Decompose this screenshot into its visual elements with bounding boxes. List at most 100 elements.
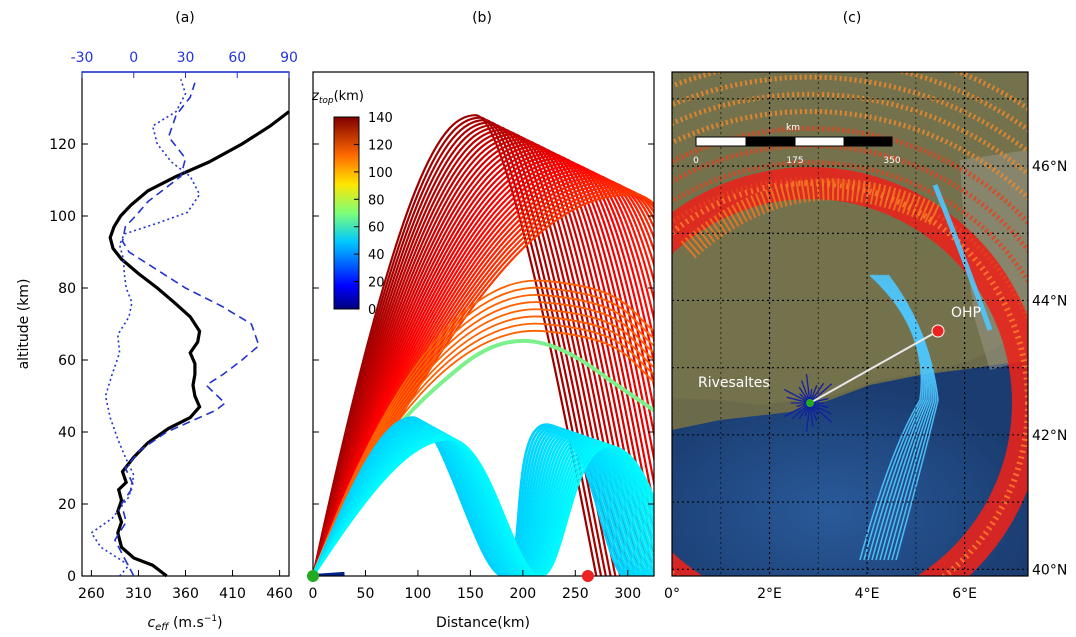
a-series-dotted [90,78,201,577]
colorbar-tick-label: 0 [368,303,376,318]
a-xtick-label: 360 [172,586,199,602]
rivesaltes-label: Rivesaltes [698,375,770,391]
path-line [809,330,939,404]
b-xtick-label: 200 [509,586,536,602]
scalebar-seg-2 [745,136,796,147]
a-ytick-label: 40 [58,425,76,441]
cyan-arc [885,274,937,561]
b-ray-stratospheric [313,133,636,576]
b-ray-orange [313,294,654,576]
a-top-tick-label: 30 [177,50,195,66]
a-xtick-label: 460 [266,586,293,602]
b-ray-tropospheric [313,422,642,576]
panel-b-frame [312,71,655,577]
source-ray [784,388,811,404]
b-ray-stratospheric [313,193,654,576]
scalebar: km 0 175 350 [693,123,901,166]
b-ray-stratospheric [313,123,617,576]
a-top-tick-label: 0 [129,50,138,66]
a-top-tick-label: -30 [71,50,94,66]
source-ray [805,402,811,432]
b-ray-stratospheric [313,152,654,576]
b-ray-stratospheric [313,150,654,576]
outer-ring [672,167,1028,576]
b-ray-stratospheric [313,140,650,576]
upper-arc [672,74,1028,155]
b-xtick-label: 100 [405,586,432,602]
cyan-arc [887,274,939,561]
cyan-arc [879,274,931,561]
colorbar-bar [333,116,360,310]
b-xtick-label: 150 [457,586,484,602]
scalebar-seg-4 [843,136,893,147]
lon-tick-label: 4°E [855,586,880,602]
panel-c-ticks: 0° 2°E 4°E 6°E 40°N 42°N 44°N 46°N [664,159,1067,602]
panel-label-a: (a) [175,10,195,26]
colorbar-tick-label: 80 [368,193,385,208]
cyan-arc [859,274,923,561]
b-ray-stratospheric [313,116,603,576]
b-ray-stratospheric [313,164,654,576]
rivesaltes-marker [806,399,814,407]
panel-a: 260 310 360 410 460 0 20 40 60 80 100 120 -30 0 30 60 90… [16,50,298,633]
receiver-marker [581,570,594,582]
panel-b-ticks: 0 50 100 150 200 250 300 [307,71,654,602]
b-ray-stratospheric [313,135,641,576]
b-ray-orange [313,286,654,576]
a-xtick-label: 410 [219,586,246,602]
panel-label-b: (b) [472,10,492,26]
panel-c-frame [671,71,1029,577]
b-ray-stratospheric [313,186,654,576]
cyan-arc-north [932,184,993,331]
cyan-arc [867,274,926,561]
b-ray-tropospheric [313,425,651,576]
colorbar-title: ztop(km) [311,89,364,106]
ohp-label: OHP [951,305,981,321]
b-ray-stratospheric [313,154,654,576]
source-ray [784,402,811,418]
source-ray [809,382,825,404]
source-ray [805,374,811,404]
b-ray-tropospheric [313,424,648,576]
b-ray-stratospheric [313,130,631,576]
a-ytick-label: 0 [67,569,76,585]
b-ray-stratospheric [313,128,626,576]
scalebar-label-350: 350 [883,156,900,166]
b-ray-stratospheric [313,138,646,576]
scalebar-label-0: 0 [693,156,699,166]
colorbar-tick-label: 60 [368,221,385,236]
source-ray [786,396,811,404]
a-ytick-label: 80 [58,281,76,297]
panel-label-c: (c) [843,10,862,26]
a-ytick-label: 20 [58,497,76,513]
b-ray-tropospheric [313,426,654,576]
b-ray-stratospheric [313,181,654,576]
upper-arc [672,177,1028,327]
b-xtick-label: 250 [562,586,589,602]
b-ray-stratospheric [313,162,654,576]
b-ray-tropospheric [313,423,645,576]
ohp-marker [931,324,945,338]
scalebar-unit: km [786,123,800,133]
b-ray-stratospheric [313,126,622,576]
b-ray-stratospheric [313,147,654,576]
b-ray-stratospheric [313,145,654,576]
b-ray-orange [313,301,654,576]
b-xtick-label: 300 [614,586,641,602]
lat-tick-label: 46°N [1032,159,1067,175]
panel-b-xlabel: Distance(km) [436,615,530,631]
lat-tick-label: 44°N [1032,293,1067,309]
map-arrival-rings [672,72,1028,576]
b-ray-stratospheric [313,169,654,576]
panel-a-ylabel: altitude (km) [16,279,32,370]
a-series-dashed [113,82,260,577]
b-ray-stratospheric [313,142,654,576]
a-top-tick-label: 90 [280,50,298,66]
colorbar-tick-label: 40 [368,248,385,263]
a-xtick-label: 260 [78,586,105,602]
panel-a-ticks: 260 310 360 410 460 0 20 40 60 80 100 120 -30 0 30 60 90 [49,50,298,602]
cyan-arc [875,274,929,561]
colorbar: ztop(km) 0 20 40 60 80 100 120 140 [311,89,393,318]
a-top-tick-label: 60 [228,50,246,66]
